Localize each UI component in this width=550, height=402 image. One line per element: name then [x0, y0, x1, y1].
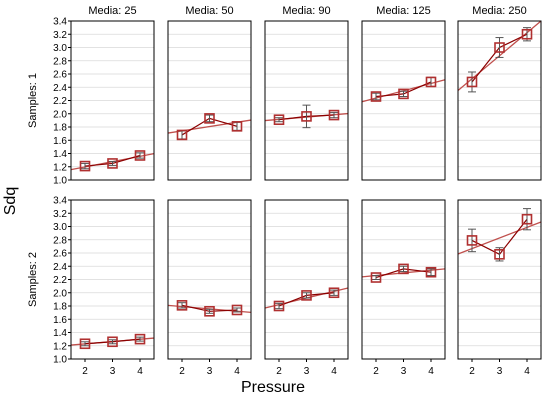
panel [361, 20, 446, 181]
y-tick-label: 1.2 [53, 341, 67, 352]
x-tick-label: 4 [428, 366, 434, 377]
data-point [521, 28, 533, 40]
y-tick-label: 3.0 [53, 222, 67, 233]
x-tick-label: 3 [497, 366, 503, 377]
y-tick-label: 1.6 [53, 315, 67, 326]
column-header: Media: 50 [185, 5, 233, 17]
data-point [273, 300, 285, 312]
y-tick-label: 1.6 [53, 136, 67, 147]
data-point [494, 42, 505, 53]
panel: 2 3 4 [457, 199, 542, 377]
y-tick-label: 2.2 [53, 275, 67, 286]
data-point [370, 91, 382, 102]
data-point [204, 113, 215, 124]
panel-frame [70, 20, 155, 181]
y-tick-label: 1.0 [53, 355, 67, 366]
y-tick-label: 1.8 [53, 123, 67, 134]
y-tick-label: 1.8 [53, 302, 67, 313]
y-axis-label: Sdq [2, 187, 19, 215]
data-point [273, 114, 285, 126]
data-point [107, 336, 118, 348]
y-tick-label: 2.8 [53, 235, 67, 246]
column-header: Media: 90 [282, 5, 330, 17]
panel: 2 3 4 [70, 199, 155, 377]
y-tick-label: 2.2 [53, 96, 67, 107]
data-point [425, 266, 437, 278]
x-tick-label: 2 [82, 366, 88, 377]
panel: 2 3 4 [167, 199, 252, 377]
y-tick-label: 2.4 [53, 262, 67, 273]
data-point [231, 121, 243, 132]
panel-frame [361, 20, 446, 181]
x-tick-label: 2 [276, 366, 282, 377]
data-point [231, 304, 243, 316]
y-tick-label: 3.4 [53, 17, 67, 28]
column-header: Media: 25 [88, 5, 136, 17]
data-point [398, 263, 409, 275]
panel [70, 20, 155, 181]
data-point [134, 150, 146, 161]
panel-grid: Media: 25 Media: 50 Media: 90 Media: 125 Med… [27, 5, 542, 377]
y-tick-label: 2.0 [53, 109, 67, 120]
y-tick-label: 3.4 [53, 196, 67, 207]
y-tick-label: 3.2 [53, 30, 67, 41]
column-header: Media: 250 [472, 5, 526, 17]
data-point [494, 249, 505, 260]
panel [457, 20, 542, 181]
data-point [176, 300, 188, 311]
y-tick-label: 3.2 [53, 209, 67, 220]
y-tick-label: 3.0 [53, 43, 67, 54]
x-tick-label: 3 [304, 366, 310, 377]
panel [167, 20, 252, 181]
x-tick-label: 4 [234, 366, 240, 377]
panel: 2 3 4 [264, 199, 349, 377]
column-header: Media: 125 [376, 5, 430, 17]
data-point [176, 129, 188, 141]
row-label: Samples: 1 [27, 73, 39, 128]
x-tick-label: 4 [524, 366, 530, 377]
row-label: Samples: 2 [27, 252, 39, 307]
x-tick-label: 4 [137, 366, 143, 377]
x-tick-label: 4 [331, 366, 337, 377]
x-tick-label: 2 [373, 366, 379, 377]
data-point [79, 338, 91, 350]
x-tick-label: 2 [179, 366, 185, 377]
data-point [107, 158, 118, 169]
data-point [328, 287, 340, 299]
data-point [398, 88, 409, 100]
panel-frame [264, 20, 349, 181]
y-tick-label: 2.6 [53, 249, 67, 260]
y-tick-label: 1.2 [53, 162, 67, 173]
panel-frame [167, 20, 252, 181]
panel-frame [457, 20, 542, 181]
data-point [79, 160, 91, 172]
data-point [328, 109, 340, 121]
panel: 2 3 4 [361, 199, 446, 377]
y-tick-label: 2.8 [53, 56, 67, 67]
data-point [425, 76, 437, 88]
y-tick-label: 1.4 [53, 328, 67, 339]
panel [264, 20, 349, 181]
y-tick-label: 2.6 [53, 70, 67, 81]
y-tick-label: 1.0 [53, 176, 67, 187]
data-point [466, 76, 478, 88]
data-point [521, 213, 533, 225]
y-tick-label: 2.4 [53, 83, 67, 94]
data-point [370, 272, 382, 283]
x-axis-label: Pressure [241, 379, 305, 396]
x-tick-label: 2 [469, 366, 475, 377]
data-point [301, 111, 312, 122]
data-point [204, 305, 215, 317]
x-tick-label: 3 [401, 366, 407, 377]
data-point [301, 290, 312, 301]
data-point [466, 235, 478, 246]
x-tick-label: 3 [207, 366, 213, 377]
y-tick-label: 2.0 [53, 288, 67, 299]
data-point [134, 333, 146, 345]
y-tick-label: 1.4 [53, 149, 67, 160]
x-tick-label: 3 [110, 366, 116, 377]
